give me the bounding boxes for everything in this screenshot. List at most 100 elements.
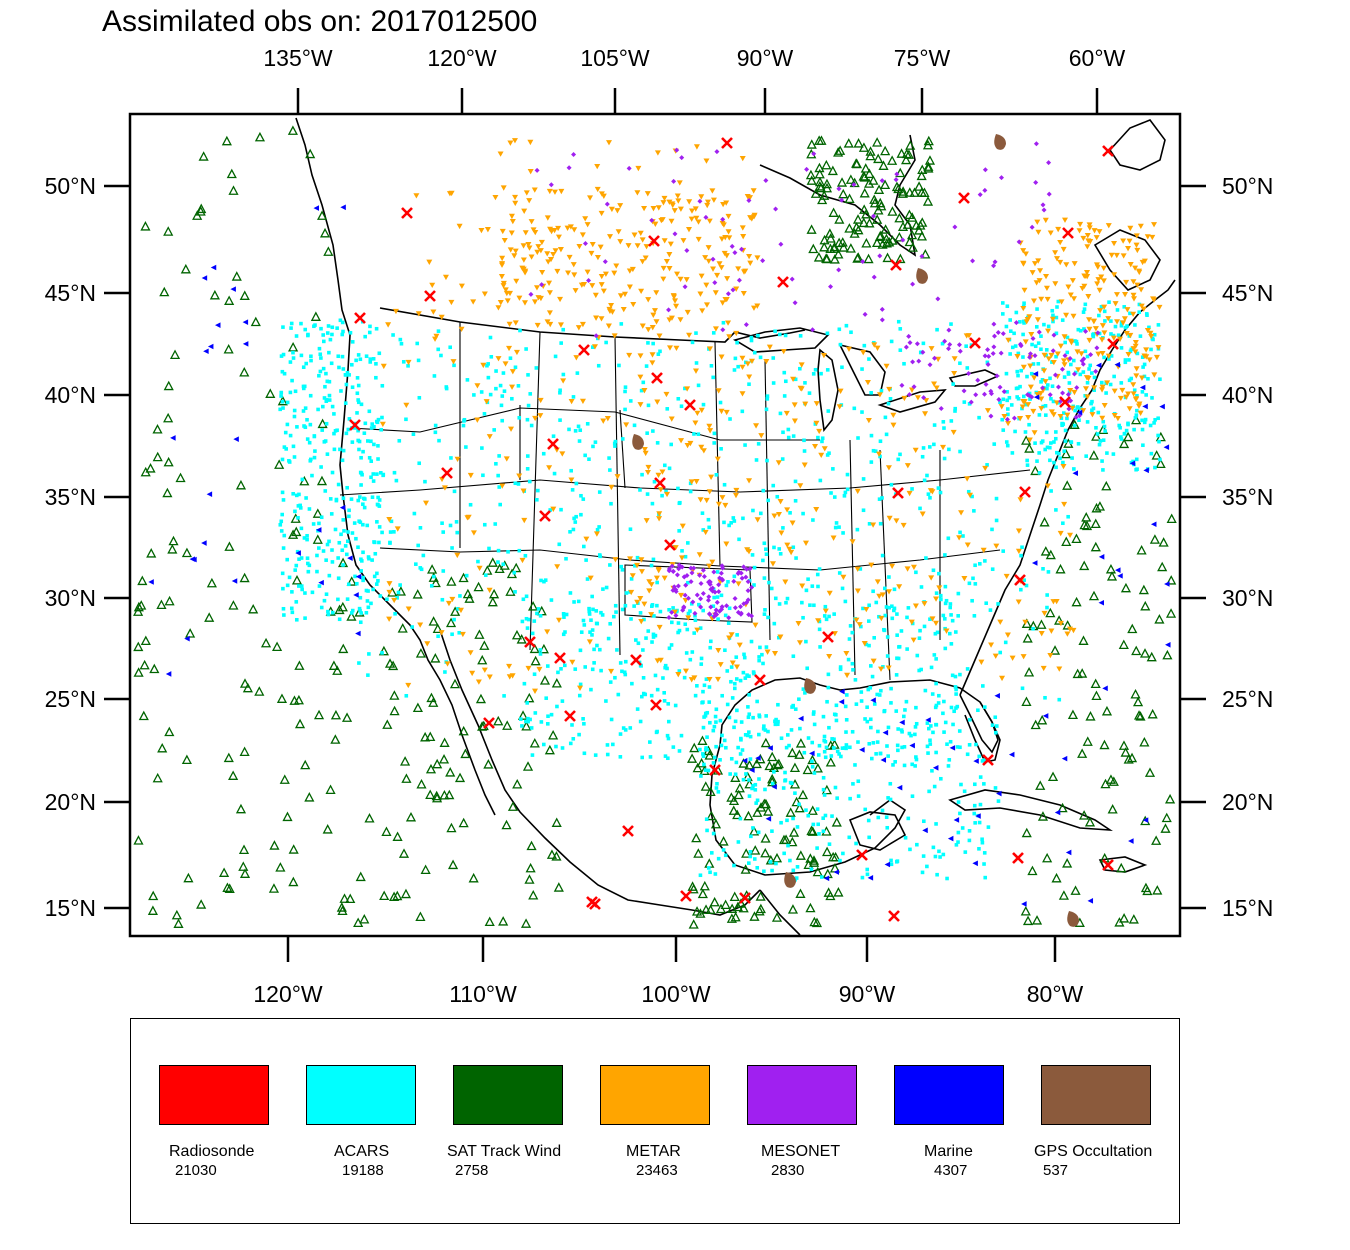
acars-marker: [817, 627, 822, 632]
sat-track-wind-marker: [140, 635, 151, 646]
acars-marker: [1004, 440, 1009, 444]
metar-marker: [475, 679, 482, 685]
sat-track-wind-marker: [795, 738, 806, 748]
acars-marker: [395, 596, 399, 600]
acars-marker: [285, 400, 290, 405]
sat-track-wind-marker: [346, 611, 357, 621]
acars-marker: [884, 432, 889, 437]
mesonet-marker: [997, 384, 1003, 390]
mesonet-marker: [910, 281, 916, 287]
acars-marker: [341, 563, 345, 567]
metar-marker: [653, 290, 660, 296]
acars-marker: [925, 744, 930, 749]
sat-track-wind-marker: [1021, 696, 1032, 707]
metar-marker: [520, 257, 527, 263]
acars-marker: [1039, 334, 1043, 338]
acars-marker: [965, 667, 970, 671]
metar-marker: [878, 666, 885, 672]
mesonet-marker: [836, 267, 842, 273]
acars-marker: [376, 457, 380, 461]
mesonet-marker: [985, 361, 991, 367]
acars-marker: [706, 517, 711, 522]
acars-marker: [357, 606, 362, 611]
mesonet-marker: [1030, 336, 1036, 342]
acars-marker: [698, 747, 702, 752]
acars-marker: [820, 436, 825, 441]
acars-marker: [752, 857, 757, 861]
acars-marker: [352, 521, 357, 525]
acars-marker: [371, 479, 376, 483]
acars-marker: [379, 427, 383, 432]
sat-track-wind-marker: [905, 140, 916, 150]
acars-marker: [558, 418, 562, 422]
acars-marker: [821, 816, 825, 820]
sat-track-wind-marker: [484, 916, 495, 927]
acars-marker: [667, 466, 672, 471]
acars-marker: [651, 557, 656, 562]
acars-marker: [931, 845, 936, 850]
sat-track-wind-marker: [1151, 450, 1162, 460]
sat-track-wind-marker: [887, 235, 898, 245]
acars-marker: [777, 635, 781, 640]
metar-marker: [1075, 367, 1082, 373]
metar-marker: [780, 348, 787, 355]
acars-marker: [661, 676, 665, 680]
sat-track-wind-marker: [763, 806, 774, 816]
mesonet-marker: [675, 583, 681, 589]
acars-marker: [827, 451, 831, 455]
acars-marker: [693, 618, 698, 623]
acars-marker: [723, 853, 728, 858]
metar-marker: [1144, 327, 1151, 334]
acars-marker: [994, 518, 999, 523]
sat-track-wind-marker: [710, 818, 722, 829]
acars-marker: [1156, 416, 1160, 421]
acars-marker: [593, 753, 598, 757]
metar-marker: [668, 218, 675, 225]
metar-marker: [553, 447, 560, 453]
acars-marker: [736, 745, 740, 750]
sat-track-wind-marker: [880, 224, 891, 234]
metar-marker: [703, 302, 710, 308]
metar-marker: [587, 575, 594, 581]
metar-marker: [1057, 620, 1064, 627]
acars-marker: [322, 396, 327, 400]
sat-track-wind-marker: [488, 588, 500, 599]
sat-track-wind-marker: [1164, 793, 1176, 804]
acars-marker: [356, 353, 361, 357]
state-borders: [339, 322, 1031, 681]
acars-marker: [994, 496, 999, 501]
acars-marker: [350, 531, 355, 535]
acars-marker: [860, 875, 865, 880]
metar-marker: [551, 189, 558, 195]
acars-marker: [827, 614, 831, 619]
metar-marker: [967, 492, 974, 499]
acars-marker: [821, 787, 826, 792]
acars-marker: [439, 353, 443, 358]
acars-marker: [299, 526, 304, 531]
sat-track-wind-marker: [1091, 431, 1102, 441]
mesonet-marker: [1001, 389, 1007, 395]
acars-marker: [606, 636, 611, 641]
acars-marker: [1142, 362, 1147, 367]
acars-marker: [620, 607, 625, 612]
mesonet-marker: [666, 307, 672, 313]
mesonet-marker: [700, 567, 706, 573]
sat-track-wind-marker: [709, 896, 720, 907]
mesonet-marker: [566, 165, 572, 171]
acars-marker: [764, 547, 768, 552]
acars-marker: [1035, 459, 1039, 463]
acars-marker: [629, 577, 634, 581]
acars-marker: [1117, 423, 1122, 428]
mesonet-marker: [717, 575, 723, 581]
acars-marker: [817, 832, 821, 836]
acars-marker: [325, 379, 330, 384]
metar-marker: [1015, 599, 1022, 605]
acars-marker: [623, 603, 628, 608]
acars-marker: [488, 335, 493, 340]
metar-marker: [481, 667, 488, 673]
metar-marker: [606, 306, 613, 313]
legend-swatch: [747, 1065, 857, 1125]
acars-marker: [1140, 418, 1144, 423]
mesonet-marker: [956, 342, 962, 348]
metar-marker: [764, 649, 771, 655]
